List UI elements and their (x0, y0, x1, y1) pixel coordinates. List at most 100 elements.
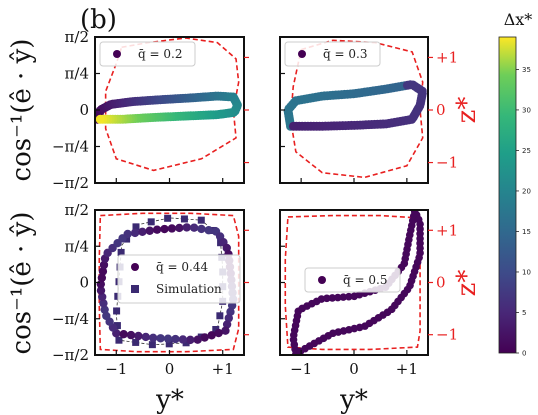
orbit-point (100, 305, 109, 314)
y-tick-label: π/4 (65, 65, 89, 83)
orbit-point (197, 224, 206, 234)
plot-area (283, 39, 427, 179)
orbit-point (97, 273, 107, 282)
x-tick-label: 0 (349, 360, 359, 378)
simulation-point (164, 214, 172, 222)
simulation-point (180, 215, 188, 223)
simulation-point (216, 312, 224, 320)
y-tick-label: −π/4 (52, 310, 89, 328)
orbit-point (98, 267, 108, 276)
orbit-point (200, 333, 209, 342)
orbit-point (123, 229, 132, 239)
y-tick-label: −π/4 (52, 138, 89, 156)
legend-marker (131, 263, 139, 271)
orbit-point (221, 326, 230, 335)
colorbar-tick-label: 30 (522, 106, 531, 114)
orbit-point (96, 286, 106, 295)
orbit-point (148, 333, 158, 343)
orbit-point (182, 223, 191, 232)
z-tick-label: +1 (436, 221, 458, 239)
simulation-point (113, 307, 121, 315)
orbit-point (163, 334, 173, 343)
orbit-point (99, 260, 109, 270)
panel-bottom-left: −π/2 −π/4 0 π/4 π/2 −1 0 +1 q̄ = 0.44 Simulation (52, 201, 249, 378)
dashed-boundary (289, 39, 424, 179)
orbit-point (178, 335, 188, 344)
colorbar-gradient (498, 36, 517, 354)
dashed-boundary (284, 214, 421, 351)
y-tick-label: π/2 (65, 201, 89, 219)
right-axis-label-bottom: z* (452, 270, 482, 297)
orbit-point (224, 313, 233, 323)
legend: q̄ = 0.44 Simulation (117, 254, 241, 304)
simulation-point (113, 322, 121, 330)
legend-label: q̄ = 0.44 (156, 260, 208, 274)
legend-label: Simulation (156, 282, 222, 296)
x-tick-label: 0 (165, 360, 175, 378)
simulation-point (182, 339, 190, 347)
left-axis-label-bottom: cos⁻¹(ê · ŷ) (7, 212, 37, 355)
orbit-point (134, 331, 143, 341)
orbit-point (160, 224, 169, 234)
legend-marker (131, 285, 139, 293)
orbit-point (339, 293, 348, 301)
y-tick-label: 0 (79, 274, 89, 292)
legend-marker (298, 50, 306, 58)
axis-labels: cos⁻¹(ê · ŷ) cos⁻¹(ê · ŷ) z* z* y* y* (7, 39, 482, 415)
right-axis-label-top: z* (452, 97, 482, 124)
x-tick-label: −1 (290, 360, 312, 378)
orbit-point (99, 299, 108, 308)
orbit-point (145, 226, 154, 235)
simulation-point (132, 338, 140, 346)
colorbar-tick-label: 5 (522, 309, 526, 317)
z-tick-label: 0 (436, 274, 446, 292)
z-tick-label: −1 (436, 326, 458, 344)
y-tick-label: −π/2 (52, 174, 89, 192)
colorbar-tick-label: 25 (522, 147, 531, 155)
colorbar-tick-label: 35 (522, 66, 531, 74)
colorbar-tick-label: 10 (522, 268, 531, 276)
colorbar-tick-label: 20 (522, 187, 531, 195)
colorbar: Δx* 0 5 10 15 20 25 30 35 (498, 10, 532, 358)
simulation-point (147, 218, 155, 226)
colorbar-ticks: 0 5 10 15 20 25 30 35 (516, 66, 531, 358)
legend-label: q̄ = 0.5 (343, 273, 387, 287)
orbit-point (344, 292, 353, 301)
legend: q̄ = 0.5 (304, 267, 401, 293)
orbit-point (167, 224, 177, 233)
x-tick-label: −1 (105, 360, 127, 378)
orbit-point (189, 223, 199, 232)
x-tick-label: +1 (396, 360, 418, 378)
dashed-boundary (98, 212, 240, 353)
orbit-point (152, 225, 162, 234)
orbit-point (95, 114, 105, 124)
legend-label: q̄ = 0.3 (323, 47, 367, 61)
orbit-point (328, 294, 337, 302)
x-tick-label: +1 (212, 360, 234, 378)
z-tick-label: 0 (436, 101, 446, 119)
panel-tag: (b) (80, 5, 117, 35)
panel-bottom-right: −1 0 +1 −1 0 +1 q̄ = 0.5 (279, 209, 458, 378)
y-tick-label: π/2 (65, 28, 89, 46)
orbit-point (334, 293, 342, 302)
orbit-point (207, 331, 216, 340)
orbit-point (193, 335, 202, 344)
bottom-axis-label-left: y* (155, 385, 184, 415)
orbit-point (141, 332, 150, 342)
legend-marker (318, 276, 326, 284)
orbit-point (119, 329, 128, 339)
y-tick-label: 0 (79, 101, 89, 119)
plot-area (95, 37, 242, 172)
simulation-point (148, 341, 156, 349)
orbit-point (186, 335, 195, 345)
orbit-point (138, 227, 147, 237)
panels: −π/2 −π/4 0 π/4 π/2 q̄ = 0.2 −1 0 +1 q̄ = 0.3 −π/2… (52, 28, 458, 378)
left-axis-label-top: cos⁻¹(ê · ŷ) (7, 39, 37, 182)
orbit-point (204, 226, 213, 235)
simulation-point (115, 336, 123, 344)
panel-top-left: −π/2 −π/4 0 π/4 π/2 q̄ = 0.2 (52, 28, 249, 192)
y-tick-label: π/4 (65, 237, 89, 255)
colorbar-tick-label: 15 (522, 228, 531, 236)
simulation-point (132, 223, 140, 231)
orbit-point (296, 347, 305, 355)
